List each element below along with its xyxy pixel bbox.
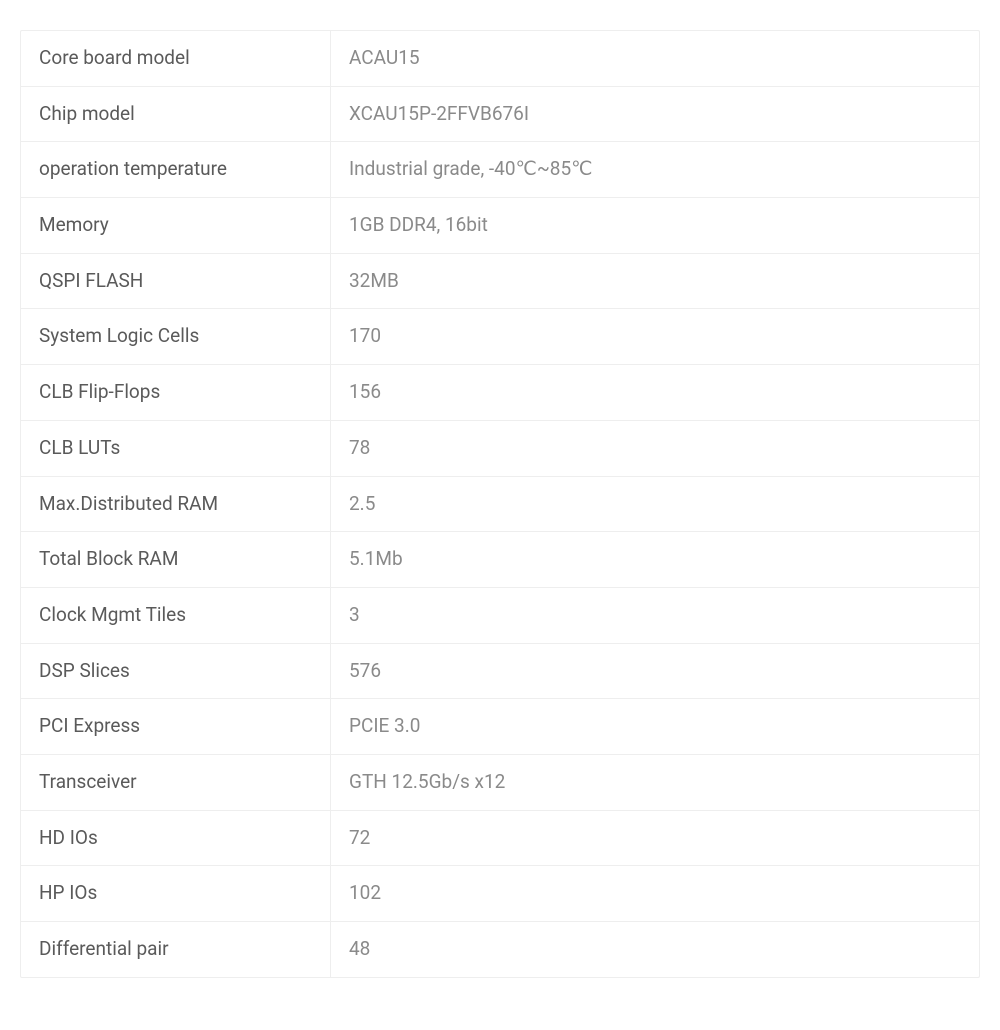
spec-label: QSPI FLASH	[21, 254, 331, 309]
spec-value: 3	[331, 588, 979, 643]
table-row: Total Block RAM 5.1Mb	[21, 532, 979, 588]
spec-value: 72	[331, 811, 979, 866]
spec-label: Total Block RAM	[21, 532, 331, 587]
spec-label: CLB LUTs	[21, 421, 331, 476]
spec-label: PCI Express	[21, 699, 331, 754]
spec-value: 576	[331, 644, 979, 699]
table-row: Clock Mgmt Tiles 3	[21, 588, 979, 644]
spec-label: Max.Distributed RAM	[21, 477, 331, 532]
spec-value: 156	[331, 365, 979, 420]
table-row: Max.Distributed RAM 2.5	[21, 477, 979, 533]
spec-label: Memory	[21, 198, 331, 253]
table-row: PCI Express PCIE 3.0	[21, 699, 979, 755]
spec-label: Clock Mgmt Tiles	[21, 588, 331, 643]
spec-label: HP IOs	[21, 866, 331, 921]
spec-value: 48	[331, 922, 979, 977]
table-row: Memory 1GB DDR4, 16bit	[21, 198, 979, 254]
table-row: Differential pair 48	[21, 922, 979, 977]
spec-value: XCAU15P-2FFVB676I	[331, 87, 979, 142]
table-row: Transceiver GTH 12.5Gb/s x12	[21, 755, 979, 811]
table-row: QSPI FLASH 32MB	[21, 254, 979, 310]
table-row: Chip model XCAU15P-2FFVB676I	[21, 87, 979, 143]
spec-table: Core board model ACAU15 Chip model XCAU1…	[20, 30, 980, 978]
spec-label: CLB Flip-Flops	[21, 365, 331, 420]
table-row: Core board model ACAU15	[21, 31, 979, 87]
spec-value: GTH 12.5Gb/s x12	[331, 755, 979, 810]
table-row: System Logic Cells 170	[21, 309, 979, 365]
spec-value: 170	[331, 309, 979, 364]
spec-value: 78	[331, 421, 979, 476]
spec-label: Core board model	[21, 31, 331, 86]
table-row: DSP Slices 576	[21, 644, 979, 700]
spec-label: System Logic Cells	[21, 309, 331, 364]
spec-label: operation temperature	[21, 142, 331, 197]
spec-value: 5.1Mb	[331, 532, 979, 587]
spec-value: 102	[331, 866, 979, 921]
table-row: CLB LUTs 78	[21, 421, 979, 477]
spec-value: Industrial grade, -40℃~85℃	[331, 142, 979, 197]
spec-label: HD IOs	[21, 811, 331, 866]
table-row: CLB Flip-Flops 156	[21, 365, 979, 421]
spec-label: DSP Slices	[21, 644, 331, 699]
spec-value: 2.5	[331, 477, 979, 532]
spec-value: ACAU15	[331, 31, 979, 86]
spec-label: Transceiver	[21, 755, 331, 810]
spec-value: 32MB	[331, 254, 979, 309]
spec-value: 1GB DDR4, 16bit	[331, 198, 979, 253]
spec-value: PCIE 3.0	[331, 699, 979, 754]
spec-label: Differential pair	[21, 922, 331, 977]
table-row: HP IOs 102	[21, 866, 979, 922]
table-row: operation temperature Industrial grade, …	[21, 142, 979, 198]
table-row: HD IOs 72	[21, 811, 979, 867]
spec-label: Chip model	[21, 87, 331, 142]
